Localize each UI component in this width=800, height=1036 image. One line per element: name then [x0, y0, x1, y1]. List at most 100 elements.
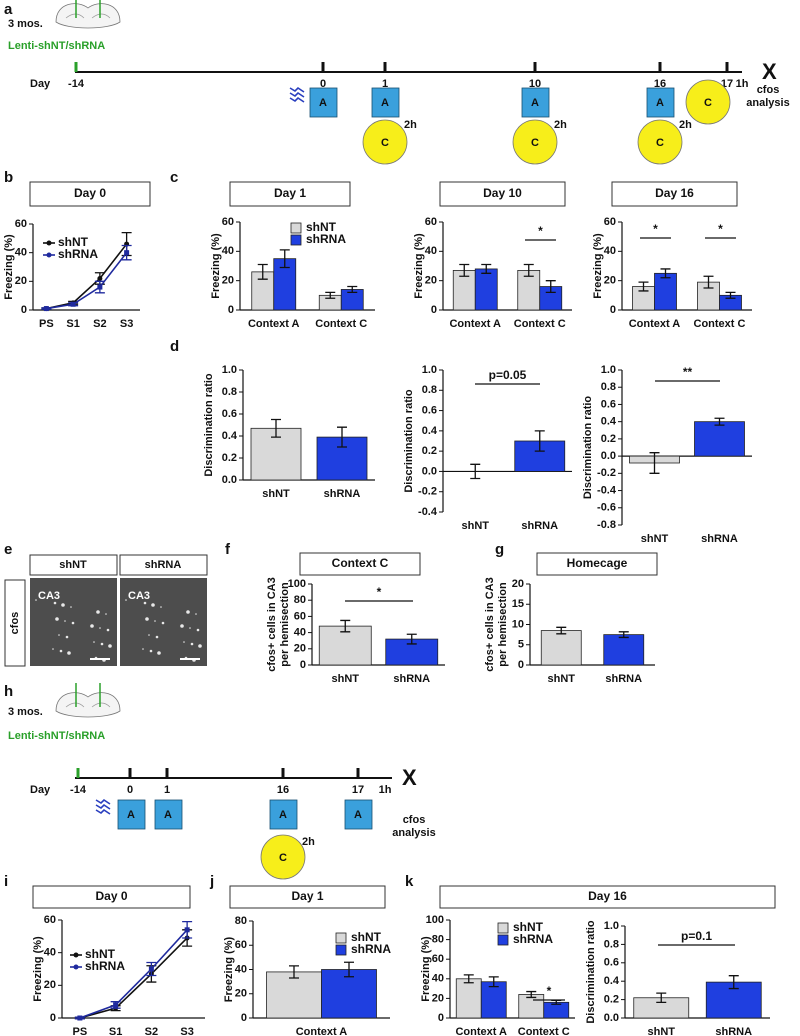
error-bar	[526, 990, 537, 999]
y-tick-label: 60	[425, 216, 437, 228]
delay-label: 2h	[404, 119, 417, 131]
y-tick-label: 1.0	[222, 364, 237, 376]
y-tick-label: 80	[294, 594, 306, 606]
bar	[321, 969, 377, 1019]
x-tick-label: shNT	[462, 520, 490, 532]
y-tick-label: 40	[15, 247, 27, 259]
test-label: C	[531, 137, 539, 149]
title-box	[29, 181, 151, 207]
y-tick-label: 0	[228, 304, 234, 316]
cell-spot	[148, 634, 150, 636]
significance-label: **	[683, 365, 693, 379]
panel-label: b	[4, 169, 13, 186]
marker	[148, 966, 154, 972]
error-bar	[703, 275, 714, 289]
session-box	[646, 87, 675, 118]
y-tick-label: 0	[21, 304, 27, 316]
y-tick-label: 0.2	[222, 452, 237, 464]
significance-label: *	[718, 222, 723, 236]
cell-spot	[190, 642, 194, 646]
cell-spot	[155, 635, 159, 639]
y-tick-label: 0	[438, 1012, 444, 1024]
y-axis-label: Discrimination ratio	[585, 920, 597, 1024]
bar	[474, 268, 498, 311]
legend-label: shRNA	[351, 942, 391, 956]
column-box	[119, 554, 208, 576]
x-tick-label: S2	[145, 1026, 158, 1036]
test-label: C	[279, 852, 287, 864]
error-bar	[534, 430, 545, 452]
end-mark: X	[762, 59, 777, 84]
session-label: A	[127, 809, 135, 821]
y-tick-label: 80	[235, 915, 247, 927]
error-bar	[488, 976, 499, 988]
cell-spot	[70, 606, 72, 608]
shock-icon	[95, 808, 111, 815]
error-bar	[649, 452, 660, 474]
y-tick-label: -0.6	[597, 502, 616, 514]
y-axis-label: cfos+ cells in CA3	[484, 577, 496, 671]
x-tick-label: Context A	[296, 1026, 348, 1036]
title-box	[611, 181, 738, 207]
session-box	[371, 87, 400, 118]
day-label: 10	[529, 78, 541, 90]
y-axis-label: cfos+ cells in CA3	[266, 577, 278, 671]
x-tick-label: shRNA	[715, 1026, 752, 1036]
x-tick-label: shRNA	[393, 673, 430, 685]
cell-spot	[61, 603, 65, 607]
legend-label: shRNA	[306, 232, 346, 246]
y-tick-label: 60	[44, 914, 56, 926]
y-tick-label: 0.4	[222, 430, 238, 442]
stain-label: cfos	[9, 612, 21, 635]
cell-spot	[142, 648, 144, 650]
test-label: C	[704, 97, 712, 109]
y-tick-label: -0.2	[597, 467, 616, 479]
cell-spot	[196, 628, 200, 632]
cell-spot	[35, 599, 37, 601]
legend-swatch	[335, 932, 347, 944]
y-tick-label: 20	[512, 578, 524, 590]
legend-label: shNT	[351, 930, 382, 944]
end-mark: X	[402, 765, 417, 790]
title-box	[439, 885, 776, 909]
day-label: 16	[654, 78, 666, 90]
y-tick-label: 0.0	[604, 1012, 619, 1024]
test-circle	[362, 119, 408, 165]
delay-label: 2h	[554, 119, 567, 131]
line	[79, 937, 188, 1019]
day-label: 1	[382, 78, 388, 90]
title-box	[536, 552, 658, 576]
y-tick-label: 60	[604, 216, 616, 228]
y-axis-label: Freezing (%)	[3, 234, 15, 300]
day-label: 0	[127, 784, 133, 796]
legend-marker	[46, 240, 52, 246]
cell-spot	[65, 635, 69, 639]
x-tick-label: PS	[39, 318, 54, 330]
y-tick-label: 40	[604, 245, 616, 257]
cell-spot	[151, 603, 155, 607]
panel-label: c	[170, 169, 178, 186]
bar	[266, 971, 322, 1019]
x-tick-label: S3	[180, 1026, 193, 1036]
y-tick-label: 0.2	[601, 433, 616, 445]
cell-spot	[67, 651, 71, 655]
session-box	[521, 87, 550, 118]
y-tick-label: 40	[294, 627, 306, 639]
y-tick-label: 80	[432, 934, 444, 946]
bar	[540, 630, 582, 666]
significance-label: *	[547, 984, 552, 998]
marker	[43, 306, 49, 312]
cell-spot	[154, 620, 156, 622]
error-bar	[656, 992, 667, 1004]
test-circle	[637, 119, 683, 165]
end-label: 1h	[379, 784, 392, 796]
y-tick-label: 60	[294, 610, 306, 622]
region-label: CA3	[128, 590, 150, 602]
y-axis-label: Discrimination ratio	[203, 373, 215, 477]
y-tick-label: 0.6	[422, 404, 437, 416]
cell-spot	[145, 617, 149, 621]
brain-icon	[55, 3, 121, 29]
x-tick-label: S2	[93, 318, 106, 330]
session-box	[154, 799, 183, 830]
y-tick-label: 40	[425, 245, 437, 257]
